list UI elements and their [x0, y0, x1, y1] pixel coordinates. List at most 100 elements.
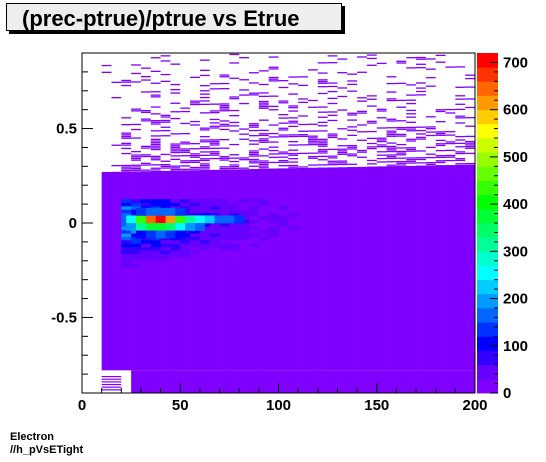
heatmap-cell: [357, 100, 367, 102]
heatmap-cell: [435, 134, 446, 136]
color-bar-swatch: [477, 279, 498, 295]
heatmap-cell: [307, 152, 318, 154]
heatmap-cell: [258, 370, 269, 393]
heatmap-cell: [258, 70, 269, 72]
heatmap-cell: [347, 119, 358, 121]
heatmap-cell: [180, 151, 191, 154]
heatmap-cell: [317, 80, 328, 83]
heatmap-cell: [209, 243, 220, 248]
heatmap-cell: [416, 370, 427, 393]
heatmap-cell: [298, 168, 309, 371]
heatmap-cell: [150, 140, 161, 142]
heatmap-cell: [140, 147, 151, 149]
heatmap-cell: [131, 168, 141, 170]
heatmap-cell: [239, 94, 250, 96]
heatmap-cell: [209, 233, 220, 237]
heatmap-cell: [136, 207, 147, 216]
heatmap-cell: [219, 233, 230, 237]
heatmap-cell: [140, 243, 152, 248]
heatmap-cell: [160, 130, 171, 132]
heatmap-cell: [337, 138, 348, 140]
heatmap-cell: [258, 212, 269, 217]
heatmap-cell: [268, 76, 279, 79]
heatmap-cell: [366, 64, 377, 66]
heatmap-cell: [229, 243, 240, 248]
heatmap-cell: [160, 164, 171, 166]
heatmap-cell: [445, 156, 456, 158]
heatmap-cell: [190, 240, 201, 244]
heatmap-cell: [219, 169, 230, 371]
heatmap-cell: [150, 243, 161, 248]
heatmap-cell: [170, 150, 181, 152]
heatmap-cell: [307, 99, 318, 102]
heatmap-cell: [278, 117, 289, 119]
heatmap-cell: [435, 149, 446, 152]
heatmap-cell: [239, 233, 250, 237]
heatmap-cell: [258, 104, 269, 106]
heatmap-cell: [268, 68, 279, 70]
heatmap-cell: [455, 159, 466, 162]
heatmap-cell: [455, 86, 466, 88]
heatmap-cell: [416, 67, 426, 69]
heatmap-cell: [258, 100, 269, 103]
heatmap-cell: [317, 148, 328, 151]
heatmap-cell: [229, 109, 240, 112]
heatmap-cell: [199, 170, 211, 371]
heatmap-cell: [307, 167, 319, 371]
heatmap-cell: [131, 236, 142, 241]
heatmap-cell: [258, 139, 269, 142]
heatmap-cell: [101, 389, 122, 391]
heatmap-cell: [288, 158, 299, 160]
heatmap-cell: [425, 128, 436, 130]
heatmap-cell: [249, 216, 260, 220]
x-tick-label: 200: [462, 397, 487, 414]
heatmap-cell: [229, 246, 240, 251]
heatmap-cell: [357, 151, 367, 153]
heatmap-cell: [268, 80, 279, 82]
heatmap-cell: [121, 117, 132, 119]
heatmap-cell: [357, 71, 367, 73]
color-bar-label: 400: [503, 196, 528, 213]
heatmap-cell: [327, 135, 338, 137]
heatmap-cell: [298, 123, 308, 126]
heatmap-cell: [219, 157, 230, 160]
heatmap-cell: [288, 166, 299, 168]
heatmap-cell: [131, 240, 142, 244]
heatmap-cell: [337, 370, 348, 393]
heatmap-cell: [445, 165, 456, 371]
heatmap-cell: [327, 133, 338, 135]
heatmap-cell: [337, 167, 348, 371]
x-tick-label: 150: [364, 397, 389, 414]
heatmap-cell: [317, 62, 328, 64]
heatmap-cell: [121, 171, 132, 371]
heatmap-cell: [396, 143, 407, 146]
heatmap-cell: [327, 97, 338, 100]
heatmap-cell: [219, 223, 230, 227]
heatmap-cell: [396, 152, 407, 154]
heatmap-cell: [327, 164, 338, 166]
heatmap-cell: [219, 139, 230, 141]
heatmap-cell: [416, 158, 426, 161]
heatmap-cell: [131, 81, 141, 83]
heatmap-cell: [386, 98, 397, 100]
heatmap-cell: [219, 370, 230, 393]
heatmap-cell: [111, 97, 122, 99]
heatmap-cell: [229, 125, 240, 127]
heatmap-cell: [190, 161, 200, 164]
heatmap-cell: [268, 243, 279, 248]
heatmap-cell: [465, 74, 475, 76]
heatmap-cell: [278, 370, 289, 393]
heatmap-cell: [347, 80, 358, 82]
heatmap-cell: [209, 88, 220, 90]
heatmap-cell: [131, 123, 141, 126]
heatmap-cell: [209, 229, 220, 234]
heatmap-cell: [288, 149, 299, 151]
color-bar-swatch: [477, 95, 498, 111]
heatmap-cell: [396, 120, 407, 122]
heatmap-cell: [140, 162, 151, 165]
heatmap-cell: [170, 206, 181, 210]
heatmap-cell: [209, 118, 220, 121]
heatmap-cell: [258, 129, 269, 132]
heatmap-cell: [229, 233, 240, 237]
heatmap-cell: [425, 131, 436, 133]
